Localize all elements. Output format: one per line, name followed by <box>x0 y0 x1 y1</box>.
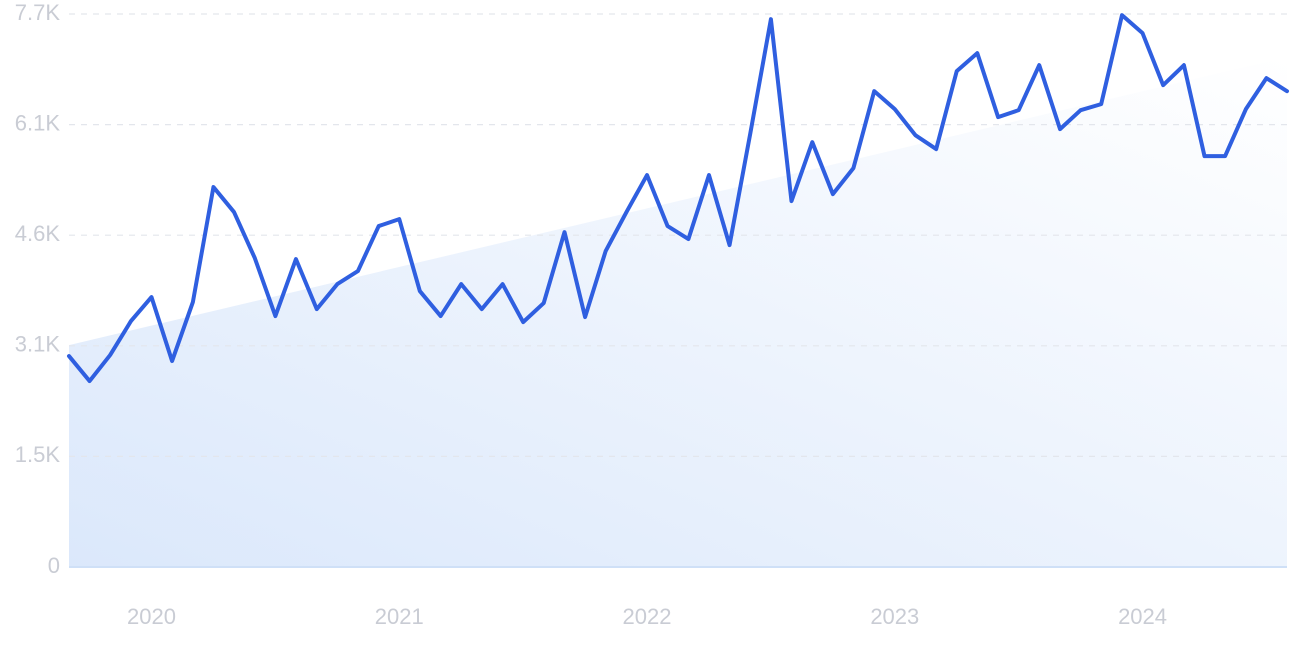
x-tick-label: 2024 <box>1118 604 1167 629</box>
y-tick-label: 6.1K <box>15 110 61 135</box>
y-tick-label: 3.1K <box>15 332 61 357</box>
x-tick-label: 2020 <box>127 604 176 629</box>
y-tick-label: 7.7K <box>15 0 61 25</box>
data-line <box>67 13 1289 384</box>
x-tick-label: 2023 <box>870 604 919 629</box>
y-tick-label: 0 <box>48 553 60 578</box>
trend-area <box>69 57 1287 567</box>
x-tick-label: 2021 <box>375 604 424 629</box>
x-tick-label: 2022 <box>623 604 672 629</box>
y-tick-label: 1.5K <box>15 442 61 467</box>
y-tick-label: 4.6K <box>15 221 61 246</box>
